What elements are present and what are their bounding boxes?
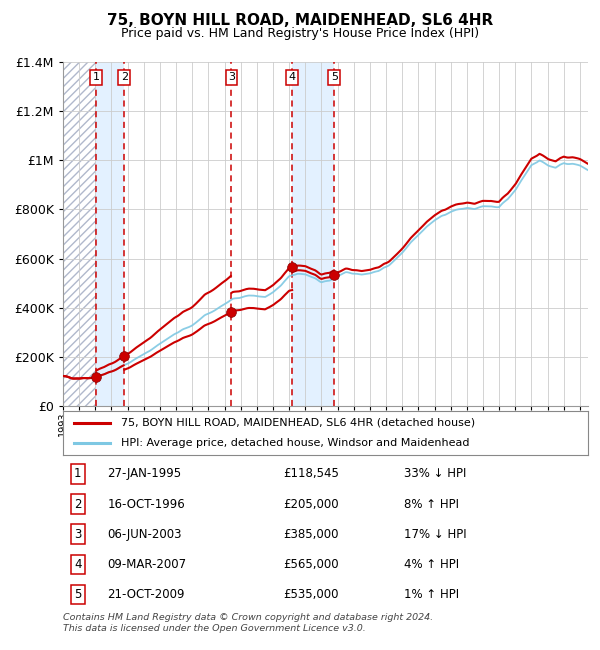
- Text: 27-JAN-1995: 27-JAN-1995: [107, 467, 182, 480]
- Text: 17% ↓ HPI: 17% ↓ HPI: [404, 528, 467, 541]
- Text: 2: 2: [121, 72, 128, 82]
- Text: £205,000: £205,000: [284, 498, 339, 511]
- Text: 8% ↑ HPI: 8% ↑ HPI: [404, 498, 459, 511]
- Bar: [97, 62, 124, 406]
- Text: 33% ↓ HPI: 33% ↓ HPI: [404, 467, 467, 480]
- Text: 3: 3: [228, 72, 235, 82]
- Text: 1: 1: [74, 467, 82, 480]
- Text: Contains HM Land Registry data © Crown copyright and database right 2024.: Contains HM Land Registry data © Crown c…: [63, 613, 433, 622]
- Bar: [63, 62, 97, 406]
- Text: £385,000: £385,000: [284, 528, 339, 541]
- Text: 09-MAR-2007: 09-MAR-2007: [107, 558, 187, 571]
- Text: £118,545: £118,545: [284, 467, 340, 480]
- Text: £535,000: £535,000: [284, 588, 339, 601]
- Text: 1: 1: [93, 72, 100, 82]
- Text: 1% ↑ HPI: 1% ↑ HPI: [404, 588, 460, 601]
- Text: 21-OCT-2009: 21-OCT-2009: [107, 588, 185, 601]
- Text: 5: 5: [331, 72, 338, 82]
- Text: 4% ↑ HPI: 4% ↑ HPI: [404, 558, 460, 571]
- Text: This data is licensed under the Open Government Licence v3.0.: This data is licensed under the Open Gov…: [63, 624, 366, 633]
- Text: 75, BOYN HILL ROAD, MAIDENHEAD, SL6 4HR (detached house): 75, BOYN HILL ROAD, MAIDENHEAD, SL6 4HR …: [121, 418, 475, 428]
- Text: 4: 4: [289, 72, 296, 82]
- Text: 4: 4: [74, 558, 82, 571]
- Text: 2: 2: [74, 498, 82, 511]
- Bar: [292, 62, 334, 406]
- Text: 3: 3: [74, 528, 82, 541]
- Text: 5: 5: [74, 588, 82, 601]
- Text: 16-OCT-1996: 16-OCT-1996: [107, 498, 185, 511]
- Text: £565,000: £565,000: [284, 558, 339, 571]
- Text: HPI: Average price, detached house, Windsor and Maidenhead: HPI: Average price, detached house, Wind…: [121, 438, 469, 448]
- Text: 75, BOYN HILL ROAD, MAIDENHEAD, SL6 4HR: 75, BOYN HILL ROAD, MAIDENHEAD, SL6 4HR: [107, 13, 493, 28]
- Text: 06-JUN-2003: 06-JUN-2003: [107, 528, 182, 541]
- Text: Price paid vs. HM Land Registry's House Price Index (HPI): Price paid vs. HM Land Registry's House …: [121, 27, 479, 40]
